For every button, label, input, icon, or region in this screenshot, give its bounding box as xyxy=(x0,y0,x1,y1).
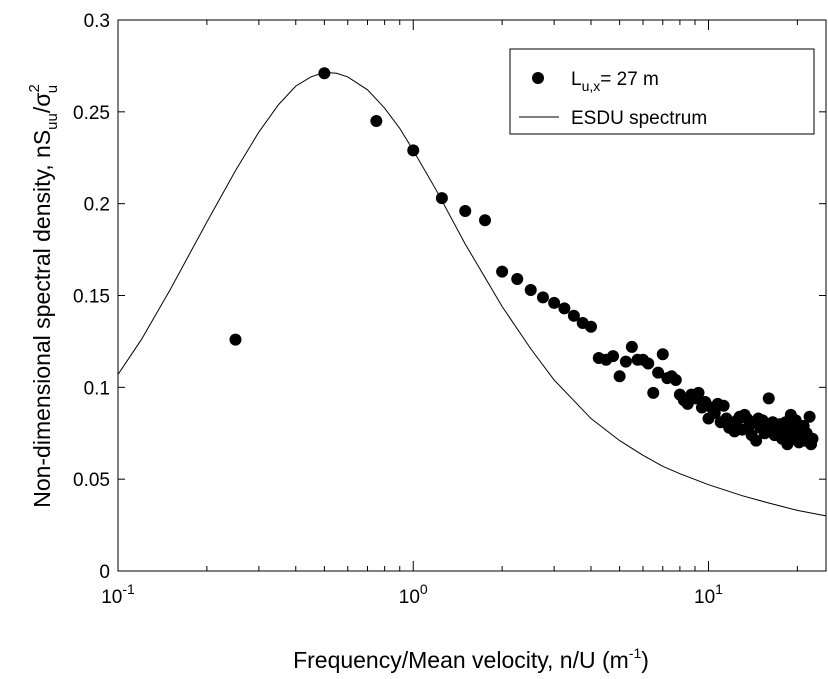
x-tick-label: 101 xyxy=(694,581,723,608)
data-point xyxy=(717,399,730,412)
data-point xyxy=(459,205,472,218)
y-tick-label: 0 xyxy=(99,562,110,583)
data-point xyxy=(619,355,632,368)
data-point xyxy=(370,115,383,128)
x-axis: 10-1 100 101 xyxy=(101,20,798,608)
measured-series xyxy=(229,67,819,451)
data-point xyxy=(536,291,549,304)
data-point xyxy=(806,432,819,445)
data-point xyxy=(642,357,655,370)
legend-label-measured: Lu,x= 27 m xyxy=(571,69,659,94)
y-tick-label: 0.1 xyxy=(84,378,110,399)
y-tick-label: 0.3 xyxy=(84,11,110,32)
y-axis: 0 0.05 0.1 0.15 0.2 0.25 0.3 xyxy=(73,11,826,583)
data-point xyxy=(803,410,816,423)
data-point xyxy=(435,192,448,205)
x-tick-label: 100 xyxy=(399,581,428,608)
data-point xyxy=(407,144,420,157)
data-point xyxy=(625,340,638,353)
data-point xyxy=(548,296,561,309)
data-point xyxy=(511,272,524,285)
x-tick-label: 10-1 xyxy=(101,581,135,608)
data-point xyxy=(762,392,775,405)
data-point xyxy=(692,386,705,399)
data-point xyxy=(647,386,660,399)
y-axis-label: Non-dimensional spectral density, nSuu/σ… xyxy=(26,84,61,508)
data-point xyxy=(607,350,620,363)
data-point xyxy=(708,407,721,420)
legend-marker-measured xyxy=(532,72,544,84)
x-axis-label: Frequency/Mean velocity, n/U (m-1) xyxy=(293,645,649,673)
data-point xyxy=(652,366,665,379)
data-point xyxy=(585,320,598,333)
y-tick-label: 0.2 xyxy=(84,195,110,216)
data-point xyxy=(613,370,626,383)
data-point xyxy=(229,333,242,346)
legend: Lu,x= 27 m ESDU spectrum xyxy=(509,48,815,135)
data-point xyxy=(750,434,763,447)
legend-box xyxy=(509,48,815,135)
y-tick-label: 0.15 xyxy=(73,287,110,308)
data-point xyxy=(496,265,509,278)
legend-label-esdu: ESDU spectrum xyxy=(571,108,707,129)
data-point xyxy=(656,348,669,361)
data-point xyxy=(567,309,580,322)
y-tick-label: 0.25 xyxy=(73,103,110,124)
data-point xyxy=(558,302,571,315)
data-point xyxy=(669,373,682,386)
data-point xyxy=(318,67,331,80)
data-point xyxy=(479,214,492,227)
y-tick-label: 0.05 xyxy=(73,470,110,491)
data-point xyxy=(524,283,537,296)
